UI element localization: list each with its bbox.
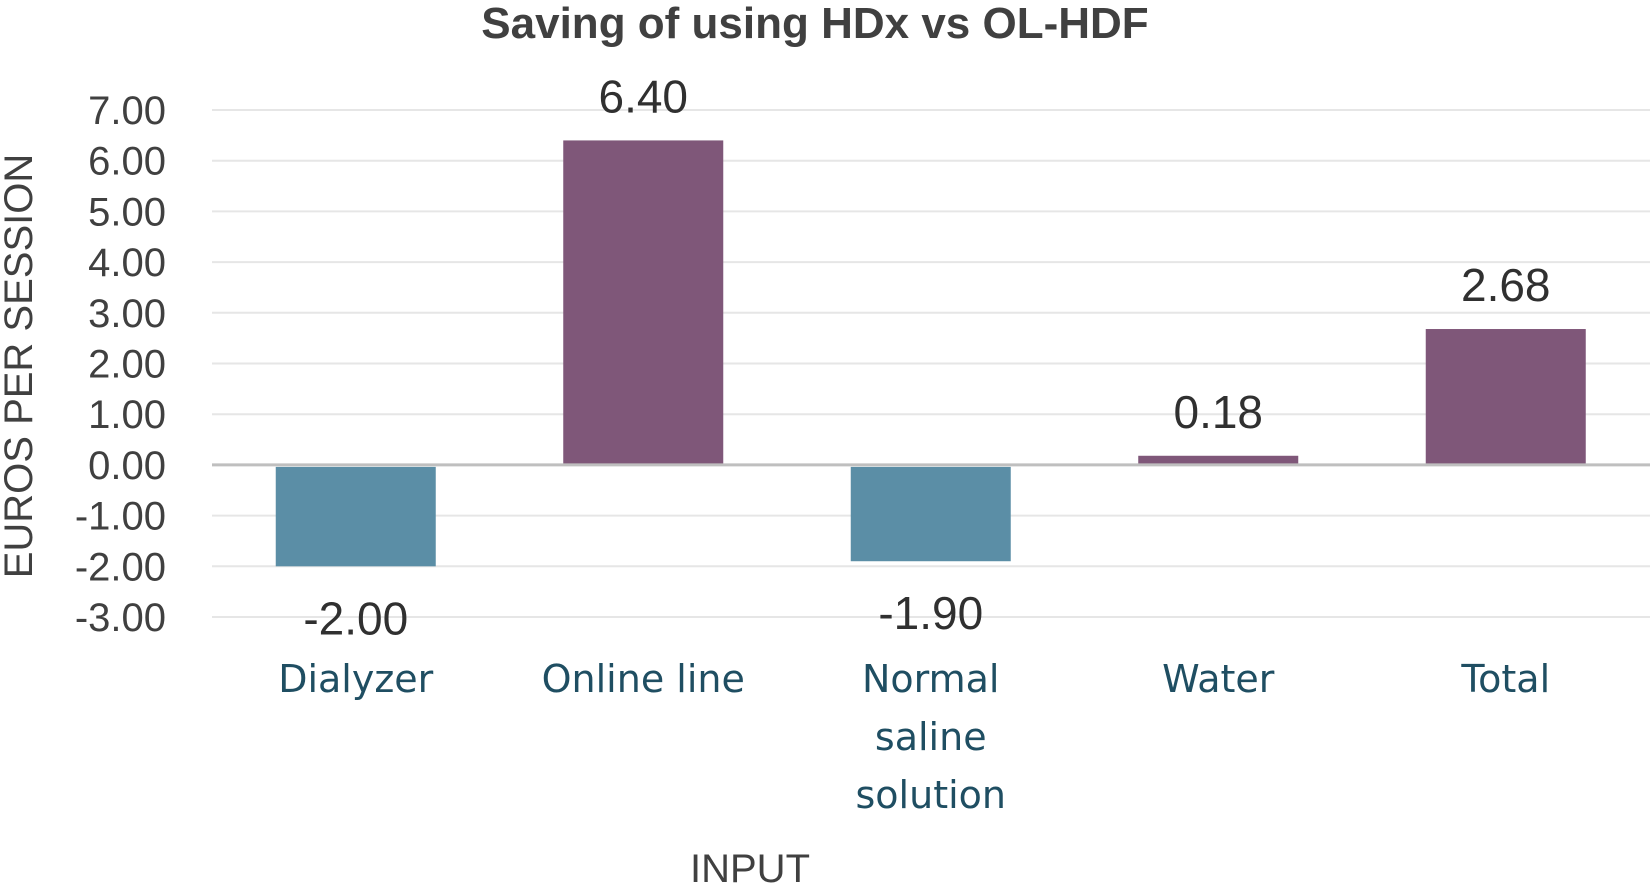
bars	[275, 140, 1586, 567]
x-axis-label: INPUT	[690, 847, 810, 888]
data-label: 6.40	[598, 70, 688, 122]
category-label: Total	[1460, 657, 1550, 701]
y-tick-label: 0.00	[88, 444, 166, 488]
chart-title: Saving of using HDx vs OL-HDF	[481, 0, 1148, 48]
data-label: 0.18	[1173, 386, 1263, 438]
bar	[850, 466, 1011, 562]
y-tick-label: 7.00	[88, 89, 166, 133]
category-label-line: Normal	[862, 657, 1000, 701]
category-label-line: solution	[856, 773, 1006, 817]
category-label: Normal saline solution	[856, 657, 1006, 817]
category-label-line: Water	[1162, 657, 1275, 701]
y-tick-label: 3.00	[88, 292, 166, 336]
y-tick-label: 6.00	[88, 140, 166, 184]
bar	[1138, 455, 1299, 464]
x-axis-categories: Dialyzer Online line Normal saline solution W…	[278, 657, 1550, 817]
y-axis-ticks: -3.00 -2.00 -1.00 0.00 1.00 2.00 3.00 4.00 5.00 6…	[75, 89, 166, 640]
y-tick-label: 4.00	[88, 241, 166, 285]
y-tick-label: 2.00	[88, 343, 166, 387]
data-label: -2.00	[303, 592, 408, 644]
category-label-line: Dialyzer	[278, 657, 433, 701]
y-tick-label: 1.00	[88, 393, 166, 437]
category-label: Online line	[542, 657, 745, 701]
bar	[1425, 329, 1586, 464]
y-tick-label: 5.00	[88, 190, 166, 234]
category-label-line: Total	[1460, 657, 1550, 701]
category-label-line: saline	[875, 715, 987, 759]
bar	[275, 466, 436, 567]
data-label: 2.68	[1461, 259, 1551, 311]
category-label: Dialyzer	[278, 657, 433, 701]
category-label-line: Online line	[542, 657, 745, 701]
category-label: Water	[1162, 657, 1275, 701]
data-label: -1.90	[878, 587, 983, 639]
bar	[563, 140, 724, 464]
y-tick-label: -1.00	[75, 495, 166, 539]
y-tick-label: -2.00	[75, 545, 166, 589]
data-labels: -2.00 6.40 -1.90 0.18 2.68	[303, 70, 1550, 644]
gridlines	[212, 109, 1650, 618]
y-axis-label: EUROS PER SESSION	[0, 154, 41, 579]
y-tick-label: -3.00	[75, 596, 166, 640]
